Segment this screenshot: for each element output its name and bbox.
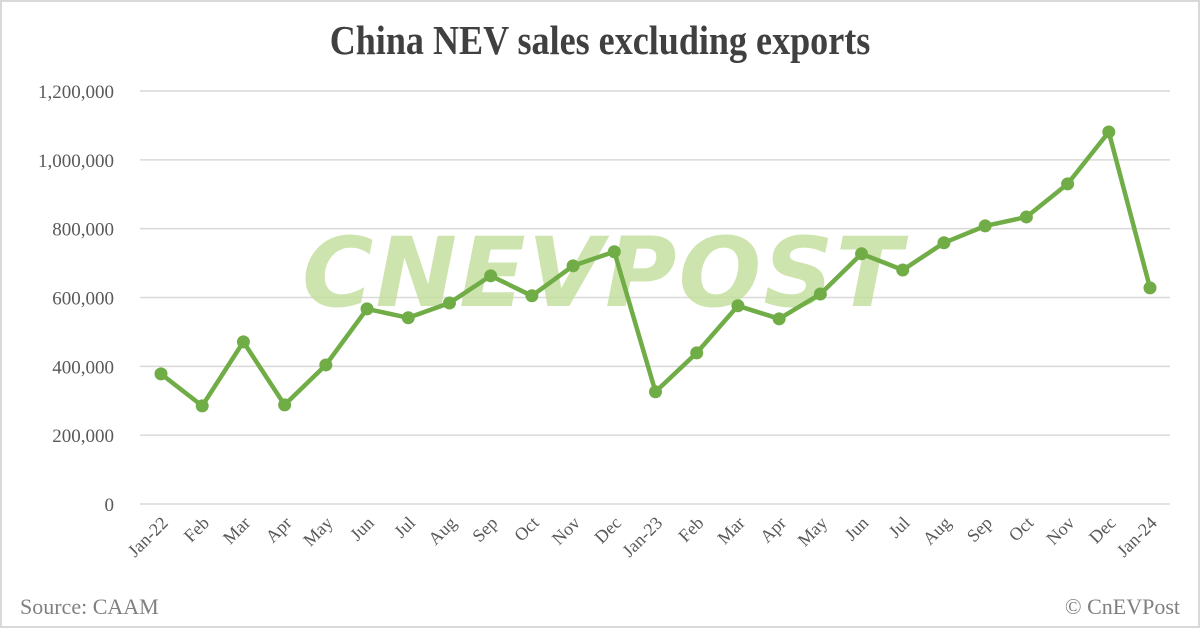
x-tick-label: Nov <box>1042 513 1078 549</box>
data-point-marker <box>195 399 209 413</box>
data-point-marker <box>566 259 580 273</box>
x-tick-label: Oct <box>510 513 543 546</box>
x-tick-label: Dec <box>590 513 625 548</box>
data-point-marker <box>731 299 745 313</box>
x-tick-label: Mar <box>219 513 254 548</box>
x-tick-label: Apr <box>756 513 790 547</box>
y-tick-label: 600,000 <box>52 289 114 310</box>
y-tick-label: 0 <box>105 495 115 516</box>
x-tick-label: Jan-22 <box>124 513 172 561</box>
x-tick-label: Jan-23 <box>618 513 666 561</box>
data-point-marker <box>855 247 869 261</box>
x-tick-label: Mar <box>713 513 748 548</box>
x-tick-label: Jul <box>390 513 419 542</box>
x-tick-label: Oct <box>1005 513 1038 546</box>
gridlines <box>140 90 1170 505</box>
x-tick-label: Nov <box>548 513 584 549</box>
data-point-marker <box>1102 125 1116 139</box>
data-point-marker <box>896 263 910 277</box>
source-note: Source: CAAM <box>20 594 159 619</box>
x-tick-label: Feb <box>674 513 707 546</box>
data-point-marker <box>978 219 992 233</box>
data-point-marker <box>360 302 374 316</box>
data-point-marker <box>401 311 415 325</box>
x-tick-label: Jun <box>841 513 873 545</box>
data-point-marker <box>154 367 168 381</box>
x-tick-label: Aug <box>919 513 955 549</box>
y-tick-label: 800,000 <box>52 220 114 241</box>
x-axis-labels: Jan-22 Feb Mar Apr May Jun Jul Aug Sep Oct Nov DecJ… <box>124 513 1161 561</box>
data-point-marker <box>772 312 786 326</box>
data-point-marker <box>278 398 292 412</box>
y-axis-labels: 0 200,000 400,000 600,000 800,000 1,000,000 1,… <box>38 82 114 516</box>
data-point-marker <box>1019 210 1033 224</box>
data-point-marker <box>236 335 250 349</box>
y-tick-label: 1,000,000 <box>38 151 114 172</box>
x-tick-label: May <box>794 513 831 550</box>
x-tick-label: Jan-24 <box>1113 513 1161 561</box>
data-point-marker <box>1061 177 1075 191</box>
copyright-credit: © CnEVPost <box>1064 594 1180 619</box>
y-tick-label: 200,000 <box>52 426 114 447</box>
x-tick-label: Sep <box>468 513 501 546</box>
data-point-marker <box>937 236 951 250</box>
data-series <box>154 125 1157 413</box>
x-tick-label: Apr <box>262 513 296 547</box>
x-tick-label: Sep <box>963 513 996 546</box>
data-point-marker <box>484 269 498 283</box>
x-tick-label: Aug <box>424 513 460 549</box>
data-point-marker <box>1143 281 1157 295</box>
watermark-logo: CNEVPOST <box>302 217 909 329</box>
y-tick-label: 1,200,000 <box>38 82 114 103</box>
x-tick-label: May <box>299 513 336 550</box>
data-point-marker <box>525 289 539 303</box>
data-point-marker <box>649 385 662 399</box>
x-tick-label: Jun <box>346 513 378 545</box>
data-point-marker <box>690 346 704 360</box>
data-point-marker <box>442 296 456 310</box>
y-tick-label: 400,000 <box>52 357 114 378</box>
data-point-marker <box>607 245 621 259</box>
x-tick-label: Feb <box>180 513 213 546</box>
data-point-marker <box>319 358 333 372</box>
chart-title: China NEV sales excluding exports <box>329 17 871 63</box>
x-tick-label: Jul <box>885 513 914 542</box>
data-point-marker <box>813 287 827 301</box>
x-tick-label: Dec <box>1085 513 1120 548</box>
